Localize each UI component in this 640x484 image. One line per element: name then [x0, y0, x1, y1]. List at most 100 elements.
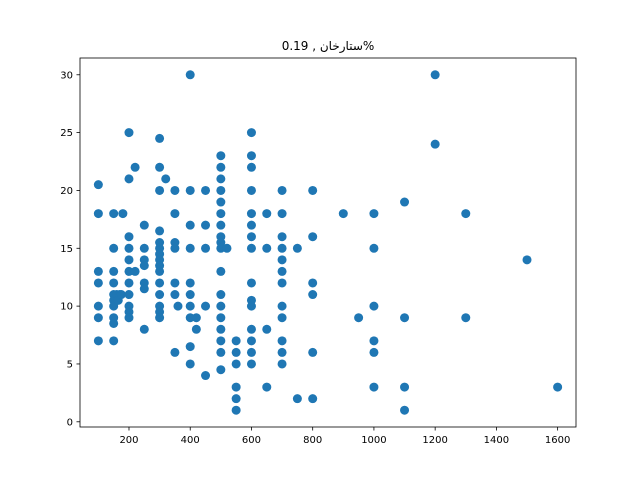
data-point — [216, 209, 226, 219]
data-point — [338, 209, 348, 219]
data-point — [118, 209, 128, 219]
data-point — [185, 185, 195, 195]
data-point — [139, 243, 149, 253]
data-point — [292, 243, 302, 253]
data-point — [277, 243, 287, 253]
data-point — [201, 243, 211, 253]
data-point — [124, 278, 134, 288]
data-point — [185, 301, 195, 311]
data-point — [354, 313, 364, 323]
data-point — [246, 347, 256, 357]
data-point — [246, 243, 256, 253]
data-point — [216, 151, 226, 161]
data-point — [155, 278, 165, 288]
data-point — [139, 261, 149, 271]
data-point — [277, 255, 287, 265]
data-point — [170, 209, 180, 219]
data-point — [461, 209, 471, 219]
data-point — [231, 336, 241, 346]
data-point — [93, 301, 103, 311]
data-point — [246, 232, 256, 242]
y-tick-label: 25 — [60, 128, 73, 139]
data-point — [246, 278, 256, 288]
data-point — [93, 313, 103, 323]
data-point — [216, 290, 226, 300]
data-point — [139, 284, 149, 294]
data-point — [139, 324, 149, 334]
data-point — [93, 180, 103, 190]
data-point — [124, 128, 134, 138]
data-point — [93, 209, 103, 219]
data-point — [277, 313, 287, 323]
data-point — [369, 209, 379, 219]
data-point — [277, 347, 287, 357]
data-point — [155, 185, 165, 195]
data-point — [201, 371, 211, 381]
data-point — [191, 324, 201, 334]
data-point — [277, 232, 287, 242]
data-point — [277, 266, 287, 276]
data-point — [109, 243, 119, 253]
data-point — [185, 278, 195, 288]
data-point — [231, 347, 241, 357]
data-point — [246, 220, 256, 230]
data-point — [124, 290, 134, 300]
chart-title: ستارخان , 0.19% — [282, 39, 375, 54]
data-point — [262, 382, 272, 392]
data-point — [231, 405, 241, 415]
data-point — [430, 139, 440, 149]
data-point — [185, 359, 195, 369]
data-point — [246, 209, 256, 219]
x-tick-label: 1000 — [361, 435, 386, 446]
data-point — [185, 342, 195, 352]
data-point — [277, 185, 287, 195]
data-point — [400, 382, 410, 392]
data-point — [155, 266, 165, 276]
data-point — [170, 243, 180, 253]
axes-layer: 200 400 600 800 1000 1200 1400 1600 0 5 10 15 20 25 30 — [60, 57, 577, 446]
x-tick-label: 1400 — [484, 435, 509, 446]
x-tick-label: 800 — [303, 435, 322, 446]
data-point — [124, 232, 134, 242]
data-point — [139, 220, 149, 230]
data-point — [216, 185, 226, 195]
data-point — [277, 336, 287, 346]
data-point — [216, 347, 226, 357]
data-point — [231, 359, 241, 369]
data-point — [155, 162, 165, 172]
data-point — [231, 382, 241, 392]
data-point — [185, 243, 195, 253]
x-tick-label: 1600 — [545, 435, 570, 446]
data-point — [93, 266, 103, 276]
data-point — [277, 359, 287, 369]
data-point — [246, 151, 256, 161]
data-point — [93, 278, 103, 288]
data-point — [109, 336, 119, 346]
data-point — [369, 347, 379, 357]
data-point — [246, 301, 256, 311]
plot-frame — [79, 57, 577, 428]
data-point — [246, 336, 256, 346]
data-point — [262, 324, 272, 334]
data-point — [201, 301, 211, 311]
data-point — [124, 313, 134, 323]
y-tick-label: 0 — [67, 417, 73, 428]
data-point — [161, 174, 171, 184]
y-tick-label: 5 — [67, 359, 73, 370]
data-point — [522, 255, 532, 265]
data-point — [216, 365, 226, 375]
x-tick-label: 1200 — [422, 435, 447, 446]
data-point — [185, 220, 195, 230]
data-point — [155, 313, 165, 323]
data-point — [400, 313, 410, 323]
data-point — [400, 197, 410, 207]
data-point — [246, 128, 256, 138]
data-point — [109, 266, 119, 276]
data-point — [216, 220, 226, 230]
data-point — [369, 243, 379, 253]
data-point — [308, 290, 318, 300]
data-point — [262, 243, 272, 253]
data-point — [170, 185, 180, 195]
